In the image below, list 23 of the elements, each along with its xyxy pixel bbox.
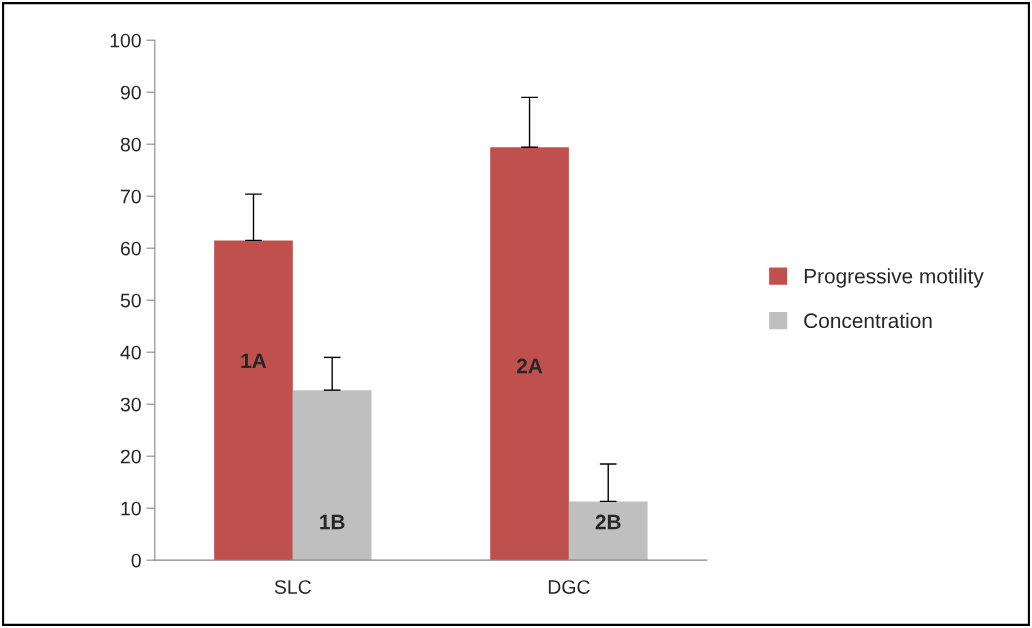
bar <box>568 501 648 561</box>
y-tick-label: 100 <box>110 33 141 48</box>
x-tick-label: SLC <box>274 580 311 594</box>
annotation: 2A <box>516 358 543 374</box>
x-tick-label: DGC <box>548 580 590 594</box>
legend-label: Concentration <box>804 312 932 329</box>
y-tick-label: 80 <box>120 137 141 152</box>
annotation: 1B <box>320 514 345 530</box>
legend-label: Progressive motility <box>804 268 984 288</box>
y-tick-label: 70 <box>120 189 141 204</box>
bar <box>490 147 569 561</box>
annotation: 1A <box>241 353 267 368</box>
bar <box>292 390 372 561</box>
y-tick-label: 30 <box>120 397 141 412</box>
annotation: 2B <box>595 514 621 530</box>
y-tick-label: 20 <box>120 449 141 464</box>
y-tick-label: 40 <box>120 345 141 360</box>
y-tick-label: 60 <box>120 241 141 256</box>
bar <box>214 240 293 561</box>
y-tick-label: 50 <box>120 293 141 308</box>
y-tick-label: 90 <box>120 85 141 100</box>
y-tick-label: 0 <box>131 553 141 568</box>
y-tick-label: 10 <box>121 501 141 516</box>
